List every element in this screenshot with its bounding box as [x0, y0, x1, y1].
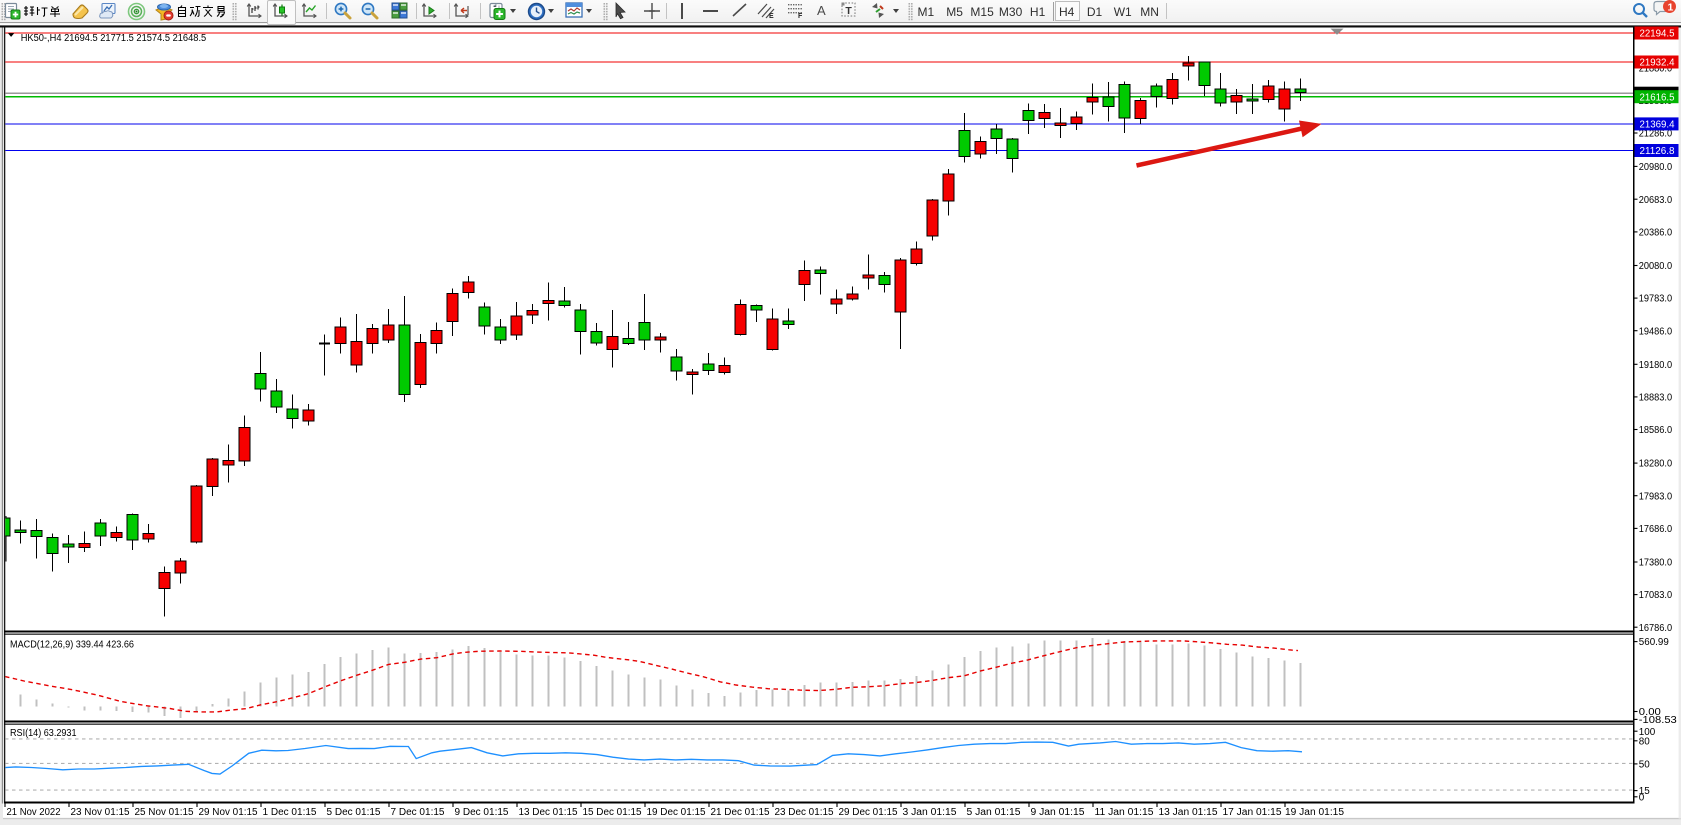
svg-text:18280.0: 18280.0 — [1639, 459, 1673, 470]
svg-text:19180.0: 19180.0 — [1639, 360, 1673, 371]
svg-text:100: 100 — [1639, 727, 1656, 738]
svg-text:19 Jan 01:15: 19 Jan 01:15 — [1285, 807, 1344, 818]
svg-text:3 Jan 01:15: 3 Jan 01:15 — [903, 807, 957, 818]
svg-text:E: E — [769, 13, 774, 19]
svg-text:23 Nov 01:15: 23 Nov 01:15 — [71, 807, 130, 818]
svg-text:17 Jan 01:15: 17 Jan 01:15 — [1223, 807, 1282, 818]
svg-text:7 Dec 01:15: 7 Dec 01:15 — [391, 807, 445, 818]
svg-text:0: 0 — [1639, 792, 1645, 803]
svg-text:21 Nov 2022: 21 Nov 2022 — [7, 807, 61, 818]
svg-text:21 Dec 01:15: 21 Dec 01:15 — [711, 807, 770, 818]
svg-text:16786.0: 16786.0 — [1639, 623, 1673, 634]
svg-text:9 Jan 01:15: 9 Jan 01:15 — [1031, 807, 1085, 818]
svg-text:23 Dec 01:15: 23 Dec 01:15 — [775, 807, 834, 818]
svg-text:5 Jan 01:15: 5 Jan 01:15 — [967, 807, 1021, 818]
svg-text:20080.0: 20080.0 — [1639, 261, 1673, 272]
svg-text:T: T — [845, 5, 852, 17]
svg-text:560.99: 560.99 — [1639, 637, 1669, 648]
svg-text:20386.0: 20386.0 — [1639, 228, 1673, 239]
svg-text:21616.5: 21616.5 — [1640, 92, 1675, 103]
svg-text:1 Dec 01:15: 1 Dec 01:15 — [263, 807, 317, 818]
svg-text:29 Dec 01:15: 29 Dec 01:15 — [839, 807, 898, 818]
svg-text:19783.0: 19783.0 — [1639, 294, 1673, 305]
svg-text:15 Dec 01:15: 15 Dec 01:15 — [583, 807, 642, 818]
svg-text:17083.0: 17083.0 — [1639, 590, 1673, 601]
svg-text:1: 1 — [1668, 2, 1674, 14]
svg-text:13 Jan 01:15: 13 Jan 01:15 — [1159, 807, 1218, 818]
svg-text:21126.8: 21126.8 — [1640, 146, 1675, 157]
svg-text:RSI(14) 63.2931: RSI(14) 63.2931 — [10, 728, 77, 739]
svg-text:-108.53: -108.53 — [1639, 715, 1677, 726]
svg-text:21932.4: 21932.4 — [1640, 58, 1675, 69]
svg-text:21880.0: 21880.0 — [1639, 63, 1673, 74]
svg-text:11 Jan 01:15: 11 Jan 01:15 — [1095, 807, 1154, 818]
svg-text:18586.0: 18586.0 — [1639, 425, 1673, 436]
svg-text:22194.5: 22194.5 — [1640, 29, 1675, 40]
svg-text:15: 15 — [1639, 786, 1650, 797]
svg-text:21286.0: 21286.0 — [1639, 129, 1673, 140]
svg-text:MACD(12,26,9) 339.44 423.66: MACD(12,26,9) 339.44 423.66 — [10, 639, 134, 650]
svg-text:17686.0: 17686.0 — [1639, 524, 1673, 535]
svg-text:13 Dec 01:15: 13 Dec 01:15 — [519, 807, 578, 818]
svg-text:19486.0: 19486.0 — [1639, 326, 1673, 337]
svg-text:0.00: 0.00 — [1639, 707, 1661, 718]
svg-text:HK50-,H4 21694.5 21771.5 2157: HK50-,H4 21694.5 21771.5 21574.5 21648.5 — [21, 33, 207, 44]
svg-text:80: 80 — [1639, 736, 1650, 747]
svg-text:18883.0: 18883.0 — [1639, 393, 1673, 404]
svg-text:20980.0: 20980.0 — [1639, 162, 1673, 173]
svg-text:25 Nov 01:15: 25 Nov 01:15 — [135, 807, 194, 818]
svg-text:50: 50 — [1639, 760, 1650, 771]
svg-text:F: F — [798, 13, 803, 19]
svg-text:20683.0: 20683.0 — [1639, 195, 1673, 206]
svg-text:17983.0: 17983.0 — [1639, 491, 1673, 502]
svg-text:19 Dec 01:15: 19 Dec 01:15 — [647, 807, 706, 818]
svg-text:21369.4: 21369.4 — [1640, 120, 1675, 131]
svg-text:29 Nov 01:15: 29 Nov 01:15 — [199, 807, 258, 818]
svg-text:5 Dec 01:15: 5 Dec 01:15 — [327, 807, 381, 818]
svg-text:17380.0: 17380.0 — [1639, 558, 1673, 569]
svg-text:9 Dec 01:15: 9 Dec 01:15 — [455, 807, 509, 818]
